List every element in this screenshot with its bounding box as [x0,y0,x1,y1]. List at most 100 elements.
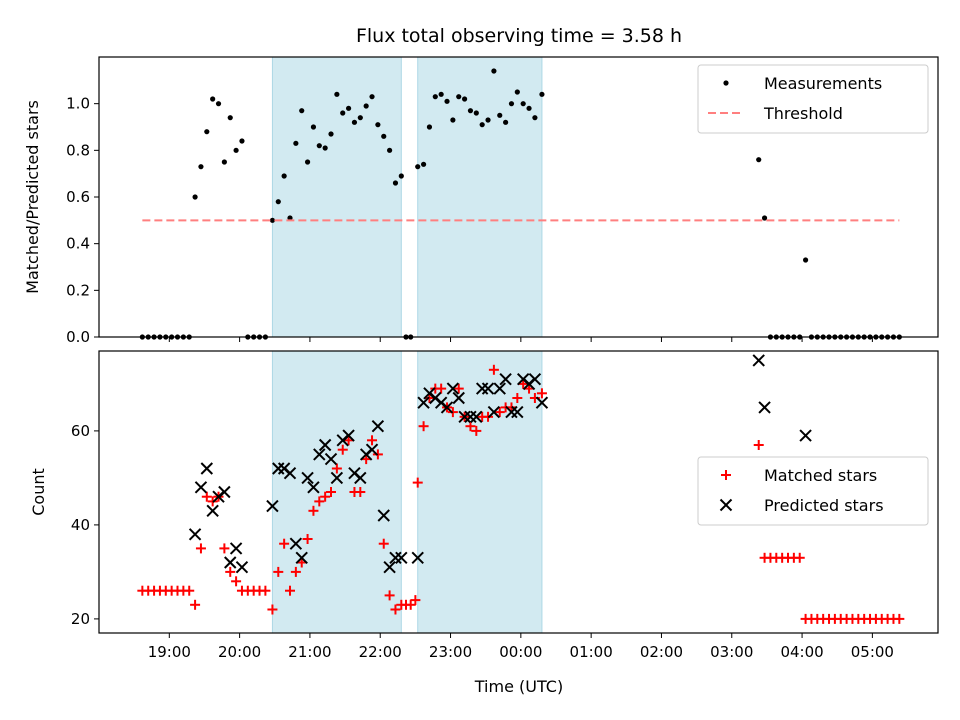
data-point [210,96,216,102]
data-point [432,94,438,100]
data-point [334,91,340,97]
data-point [497,112,503,118]
data-point [314,496,325,507]
data-point [794,552,805,563]
data-point [267,604,278,615]
data-point [418,421,429,432]
legend-label: Measurements [764,74,882,93]
data-point [308,505,319,516]
data-point [753,440,764,450]
data-point [450,117,456,123]
chart-title: Flux total observing time = 3.58 h [356,25,682,47]
data-point [342,429,355,442]
data-point [194,481,208,494]
legend-label: Matched stars [764,466,877,485]
data-point [479,122,485,128]
data-point [493,382,506,395]
data-point [456,94,462,100]
data-point [512,393,523,403]
data-point [536,388,547,399]
data-point [225,566,236,577]
x-tick-label: 02:00 [640,643,683,661]
data-point [219,543,230,554]
x-tick-label: 22:00 [359,643,402,661]
data-point [198,164,204,170]
legend-entry: Measurements [723,74,882,93]
data-point [302,534,313,544]
data-point [316,143,322,149]
data-point [295,551,308,565]
legend-entry: Matched stars [721,466,877,485]
data-point [231,576,242,587]
y-tick-label: 0.2 [66,281,90,299]
data-point [235,560,249,574]
data-point [290,566,301,577]
x-tick-label: 00:00 [499,643,542,661]
y-axis-label: Count [29,468,48,516]
data-point [405,599,416,610]
y-tick-label: 0.4 [66,235,90,253]
data-point [365,443,379,456]
x-axis-label: Time (UTC) [474,677,563,696]
data-point [438,91,444,97]
y-tick-label: 0.6 [66,188,90,206]
y-axis-label: Matched/Predicted stars [23,100,42,294]
data-point [387,147,393,153]
x-tick-label: 19:00 [148,643,191,661]
data-point [467,108,474,114]
data-point [287,215,293,221]
data-point [453,383,464,394]
data-point [192,194,198,200]
data-point [354,471,367,485]
data-point [389,551,402,565]
data-point [293,140,299,146]
data-point [461,96,468,102]
data-point [310,124,317,130]
data-point [375,122,381,128]
data-point [532,115,538,121]
data-point [307,481,320,494]
legend: Measurements Threshold [697,64,929,134]
data-point [281,173,287,179]
data-point [499,372,512,386]
data-point [384,590,395,601]
data-point [201,491,212,502]
data-point [488,364,499,375]
data-point [369,94,375,100]
data-point [224,556,237,569]
data-point [458,410,471,424]
data-point [752,354,765,367]
data-point [190,599,201,610]
shaded-interval [417,350,543,634]
data-point [304,159,311,165]
data-point [475,382,489,395]
data-point [452,391,465,405]
legend-label: Threshold [763,104,843,123]
data-point [415,164,421,170]
data-point [426,124,433,130]
data-point [285,585,296,596]
data-point [330,471,344,485]
data-point [446,382,460,395]
data-point [377,509,390,522]
data-point [485,117,491,123]
legend-entry: Threshold [708,104,843,123]
data-point [283,466,297,480]
data-point [363,103,369,109]
data-point [383,560,396,574]
y-tick-label: 40 [71,516,90,534]
x-tick-label: 21:00 [288,643,331,661]
legend: Matched stars Predicted stars [697,456,929,526]
data-point [508,101,515,107]
data-point [799,429,812,442]
panels: 0.0 0.2 0.4 0.6 0.8 1.0 Matched/Predicted star… [23,56,939,661]
data-point [756,157,762,163]
data-point [412,477,423,488]
data-point [381,133,387,139]
data-point [322,145,328,151]
data-point [200,462,214,475]
data-point [378,538,389,549]
legend-box [697,456,929,526]
data-point [411,551,424,565]
